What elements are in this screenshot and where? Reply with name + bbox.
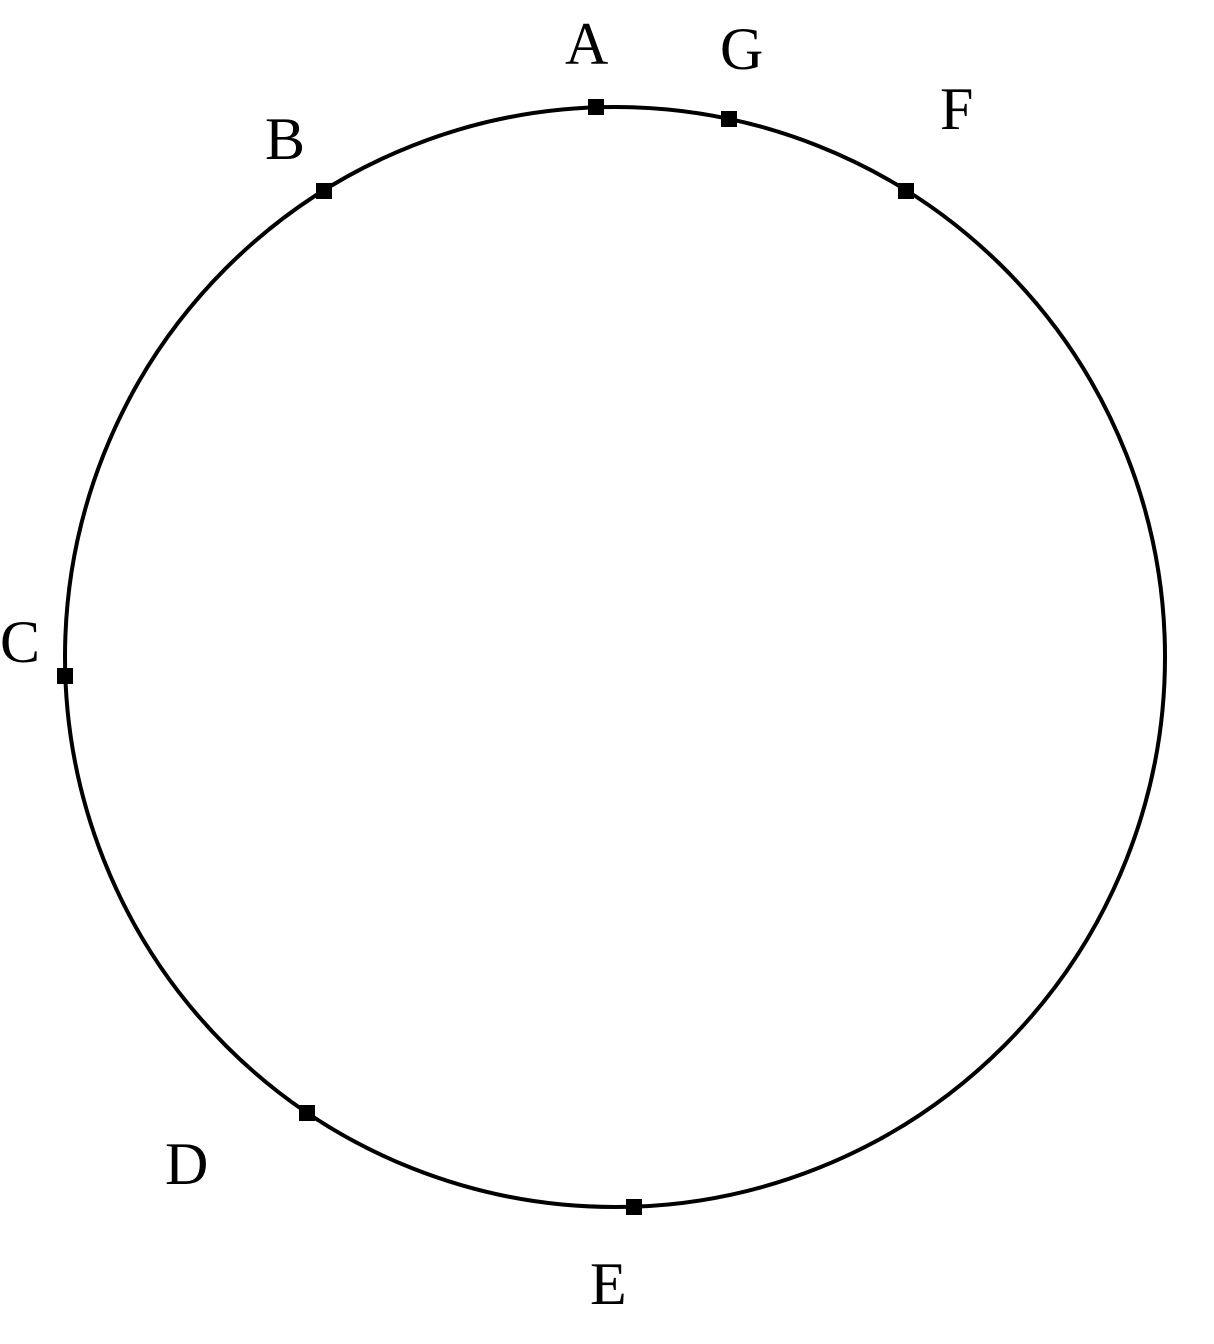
point-label-g: G: [720, 15, 763, 84]
point-label-f: F: [940, 75, 973, 144]
point-marker-c: [57, 668, 73, 684]
point-label-e: E: [590, 1250, 627, 1319]
point-marker-f: [898, 183, 914, 199]
circle-diagram: A G F B C D E: [0, 0, 1214, 1344]
point-marker-g: [721, 111, 737, 127]
main-circle: [65, 107, 1165, 1207]
point-label-c: C: [0, 608, 40, 677]
point-marker-a: [588, 99, 604, 115]
point-marker-b: [316, 183, 332, 199]
point-marker-e: [626, 1199, 642, 1215]
point-label-a: A: [565, 10, 608, 79]
point-marker-d: [299, 1105, 315, 1121]
point-label-b: B: [265, 105, 305, 174]
point-label-d: D: [165, 1130, 208, 1199]
